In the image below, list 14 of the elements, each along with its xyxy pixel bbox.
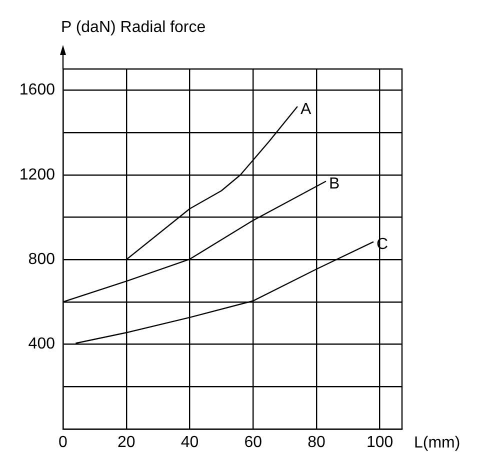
x-tick-label: 80: [308, 434, 326, 452]
y-tick-label: 800: [28, 250, 56, 268]
x-tick-label: 0: [58, 434, 68, 452]
x-tick-label: 100: [366, 434, 394, 452]
x-axis-title: L(mm): [414, 434, 460, 452]
y-tick-label: 1600: [19, 82, 56, 99]
x-tick-label: 20: [117, 434, 136, 452]
series-label: B: [328, 176, 340, 193]
y-tick-label: 1200: [19, 166, 56, 184]
series-label: A: [300, 100, 312, 118]
y-tick-label: 400: [28, 336, 56, 353]
x-tick-label: 40: [180, 434, 199, 452]
x-tick-label: 60: [244, 434, 262, 452]
y-axis-title: P (daN) Radial force: [61, 19, 206, 36]
